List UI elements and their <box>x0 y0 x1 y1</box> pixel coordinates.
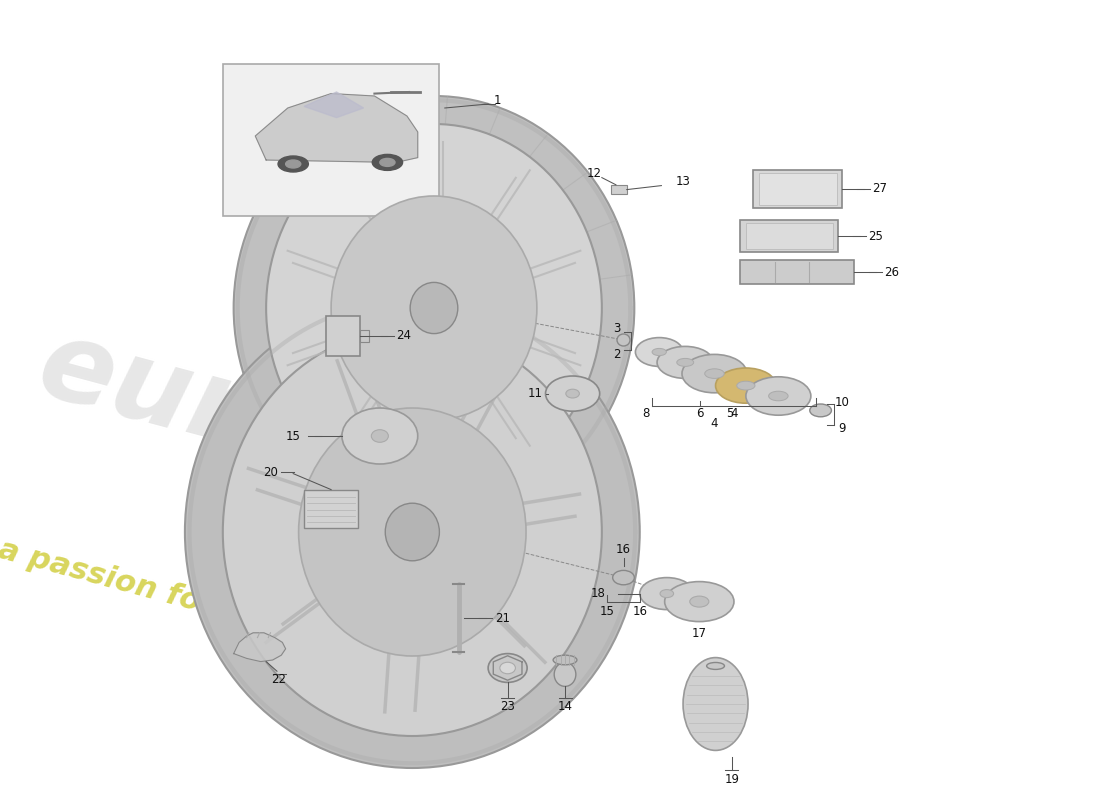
Ellipse shape <box>342 408 418 464</box>
Bar <box>326 316 361 356</box>
Text: 11: 11 <box>527 387 542 400</box>
Text: 14: 14 <box>558 700 572 713</box>
Text: 23: 23 <box>500 700 515 713</box>
Ellipse shape <box>769 391 788 401</box>
Ellipse shape <box>737 381 755 390</box>
Text: 16: 16 <box>632 605 647 618</box>
Bar <box>223 64 439 216</box>
Text: 18: 18 <box>591 587 605 600</box>
Text: 10: 10 <box>835 396 849 409</box>
Text: parts: parts <box>255 402 601 590</box>
Polygon shape <box>304 92 364 118</box>
Polygon shape <box>255 94 418 162</box>
Ellipse shape <box>746 377 811 415</box>
Text: 21: 21 <box>495 611 509 625</box>
Ellipse shape <box>660 590 673 598</box>
Text: 6: 6 <box>696 407 704 420</box>
Circle shape <box>488 654 527 682</box>
Ellipse shape <box>810 404 832 417</box>
Ellipse shape <box>565 390 580 398</box>
Ellipse shape <box>705 369 724 378</box>
Text: euro: euro <box>28 311 331 489</box>
Ellipse shape <box>664 582 734 622</box>
Bar <box>610 185 627 194</box>
Ellipse shape <box>298 408 526 656</box>
Bar <box>361 330 368 342</box>
Text: 1: 1 <box>494 94 501 106</box>
Text: 20: 20 <box>263 466 278 478</box>
Text: 16: 16 <box>616 543 631 556</box>
Ellipse shape <box>553 655 576 665</box>
Text: 9: 9 <box>838 422 846 434</box>
Ellipse shape <box>636 338 683 366</box>
Ellipse shape <box>546 376 600 411</box>
Text: 26: 26 <box>884 266 900 278</box>
Text: a passion for parts since 1985: a passion for parts since 1985 <box>0 534 505 698</box>
Ellipse shape <box>233 96 635 520</box>
Text: 8: 8 <box>642 407 650 420</box>
Ellipse shape <box>331 196 537 420</box>
Ellipse shape <box>185 296 640 768</box>
Ellipse shape <box>278 156 308 172</box>
Text: 27: 27 <box>872 182 888 195</box>
Bar <box>754 170 843 208</box>
Ellipse shape <box>379 158 395 166</box>
Ellipse shape <box>385 503 439 561</box>
Text: 3: 3 <box>614 322 620 335</box>
Ellipse shape <box>372 154 403 170</box>
Polygon shape <box>233 633 286 662</box>
Bar <box>759 173 837 205</box>
Ellipse shape <box>652 348 667 355</box>
Text: 4: 4 <box>711 417 718 430</box>
Text: 2: 2 <box>614 348 620 361</box>
Text: 17: 17 <box>692 627 707 640</box>
Bar <box>740 220 838 252</box>
Circle shape <box>499 662 516 674</box>
Text: 5: 5 <box>726 407 734 420</box>
Text: 24: 24 <box>396 330 411 342</box>
Ellipse shape <box>617 334 630 346</box>
Ellipse shape <box>286 160 300 168</box>
Text: 25: 25 <box>868 230 883 242</box>
Bar <box>304 490 359 528</box>
Ellipse shape <box>410 282 458 334</box>
Ellipse shape <box>657 346 714 378</box>
Ellipse shape <box>683 658 748 750</box>
Text: 4: 4 <box>730 407 738 420</box>
Ellipse shape <box>640 578 694 610</box>
Ellipse shape <box>266 124 602 492</box>
Ellipse shape <box>706 662 725 670</box>
Ellipse shape <box>372 430 388 442</box>
Ellipse shape <box>690 596 708 607</box>
Text: 15: 15 <box>600 605 615 618</box>
Ellipse shape <box>716 368 777 403</box>
Bar <box>746 223 833 249</box>
Ellipse shape <box>223 328 602 736</box>
Text: 13: 13 <box>675 175 691 188</box>
Ellipse shape <box>682 354 747 393</box>
Ellipse shape <box>554 662 576 686</box>
Ellipse shape <box>676 358 694 366</box>
Ellipse shape <box>613 570 635 585</box>
Bar <box>740 260 855 284</box>
Text: 15: 15 <box>286 430 300 442</box>
Text: 22: 22 <box>272 673 287 686</box>
Text: 19: 19 <box>724 773 739 786</box>
Text: 12: 12 <box>586 167 602 180</box>
